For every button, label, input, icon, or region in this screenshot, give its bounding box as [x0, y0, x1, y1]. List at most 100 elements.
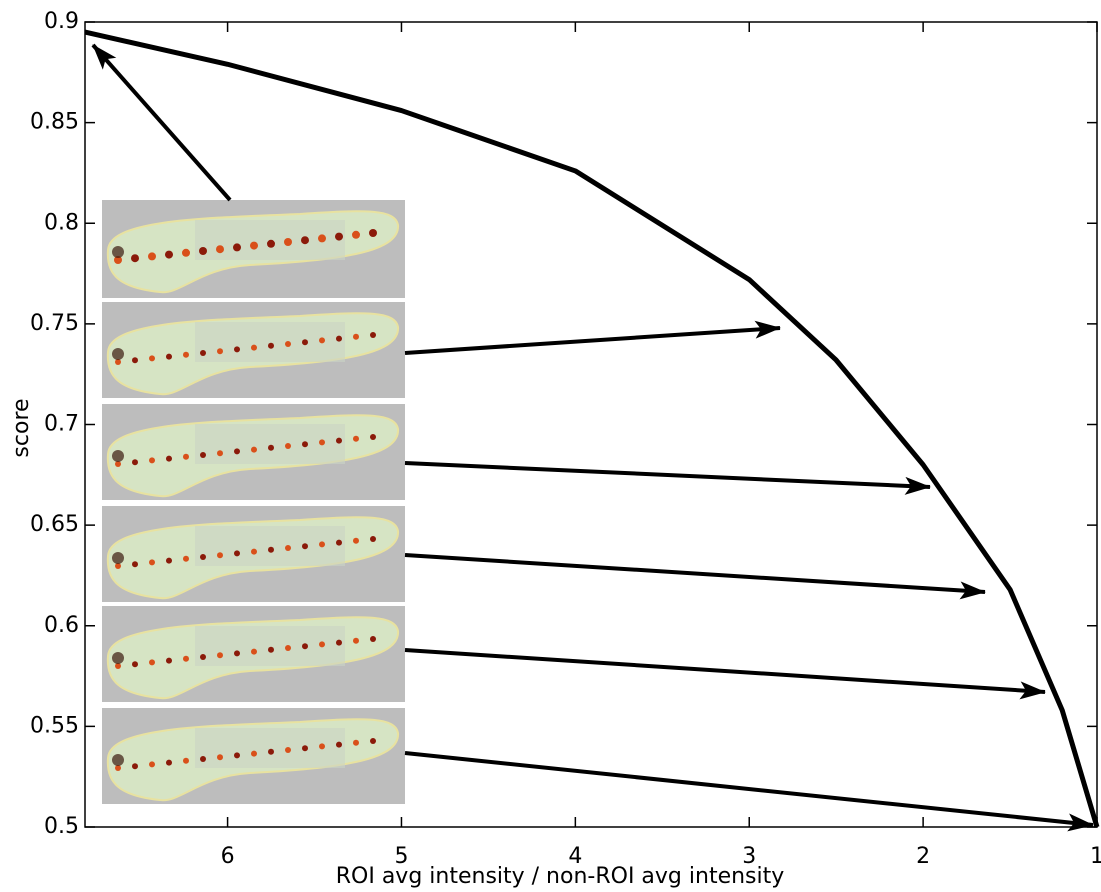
- embryo-stripe: [319, 439, 325, 446]
- embryo-stripe: [149, 559, 155, 566]
- y-tick-label: 0.6: [44, 613, 79, 638]
- embryo-stripe: [336, 741, 342, 748]
- embryo-stripe: [285, 341, 291, 347]
- embryo-stripe: [370, 332, 376, 338]
- embryo-stripe: [302, 441, 308, 448]
- embryo-stripe: [132, 561, 138, 568]
- embryo-stripe: [166, 657, 172, 664]
- embryo-stripe: [166, 759, 172, 766]
- embryo-stripe: [217, 348, 223, 355]
- embryo-stripe: [200, 654, 206, 660]
- embryo-head: [112, 348, 124, 360]
- embryo-stripe: [251, 446, 257, 453]
- embryo-stripe: [267, 239, 275, 248]
- embryo-stripe: [166, 557, 172, 564]
- y-tick-label: 0.5: [44, 814, 79, 839]
- embryo-stripe: [234, 650, 240, 657]
- embryo-head: [112, 652, 124, 664]
- y-tick-label: 0.65: [30, 512, 79, 537]
- embryo-stripe: [200, 554, 206, 560]
- embryo-stripe: [284, 238, 292, 246]
- embryo-stripe: [165, 250, 173, 259]
- x-axis-label: ROI avg intensity / non-ROI avg intensit…: [336, 864, 785, 889]
- embryo-stripe: [302, 643, 308, 650]
- embryo-head: [112, 246, 124, 258]
- embryo-stripe: [217, 552, 223, 559]
- embryo-stripe: [268, 342, 274, 349]
- x-tick-label: 4: [568, 844, 582, 869]
- embryo-stripe: [336, 437, 342, 444]
- embryo-stripe: [285, 443, 291, 449]
- embryo-stripe: [370, 636, 376, 642]
- embryo-stripe: [370, 434, 376, 440]
- embryo-stripe: [301, 236, 309, 245]
- embryo-stripe: [233, 243, 241, 252]
- embryo-stripe: [336, 639, 342, 646]
- y-tick-label: 0.75: [30, 311, 79, 336]
- embryo-stripe: [251, 548, 257, 555]
- embryo-stripe: [183, 655, 189, 662]
- embryo-stripe: [369, 229, 377, 237]
- embryo-stripe: [234, 752, 240, 759]
- embryo-stripe: [217, 450, 223, 457]
- x-tick-label: 5: [394, 844, 408, 869]
- embryo-stripe: [234, 448, 240, 455]
- embryo-stripe: [200, 452, 206, 458]
- embryo-stripe: [353, 739, 359, 746]
- embryo-stripe: [166, 353, 172, 360]
- arrow: [91, 43, 232, 202]
- embryo-stripe: [200, 350, 206, 356]
- embryo-stripe: [319, 743, 325, 750]
- x-tick-label: 2: [916, 844, 930, 869]
- embryo-stripe: [217, 652, 223, 659]
- embryo-stripe: [353, 637, 359, 644]
- embryo-stripe: [302, 339, 308, 346]
- embryo-stripe: [149, 355, 155, 362]
- embryo-head: [112, 450, 124, 462]
- embryo-stripe: [353, 333, 359, 340]
- y-tick-label: 0.55: [30, 713, 79, 738]
- embryo-stripe: [268, 646, 274, 653]
- embryo-stripe: [352, 230, 360, 239]
- embryo-stripe: [250, 241, 258, 250]
- embryo-stripe: [200, 756, 206, 762]
- embryo-head: [112, 754, 124, 766]
- embryo-stripe: [234, 550, 240, 557]
- embryo-stripe: [251, 344, 257, 351]
- embryo-stripe: [319, 541, 325, 548]
- embryo-stripe: [251, 750, 257, 757]
- embryo-stripe: [115, 765, 121, 771]
- embryo-stripe: [234, 346, 240, 353]
- arrow: [404, 461, 931, 495]
- embryo-stripe: [370, 738, 376, 744]
- y-tick-label: 0.7: [44, 412, 79, 437]
- embryo-stripe: [251, 648, 257, 655]
- y-axis-label: score: [9, 398, 34, 457]
- embryo-stripe: [131, 254, 139, 263]
- x-tick-label: 1: [1090, 844, 1101, 869]
- embryo-stripe: [115, 663, 121, 669]
- y-tick-label: 0.85: [30, 110, 79, 135]
- embryo-stripe: [217, 754, 223, 761]
- arrows: [91, 43, 1094, 832]
- embryo-stripe: [319, 641, 325, 648]
- embryo-stripe: [183, 757, 189, 764]
- embryo-head: [112, 552, 124, 564]
- embryo-stripe: [149, 457, 155, 464]
- embryo-stripe: [115, 359, 121, 365]
- embryo-stripe: [183, 351, 189, 358]
- embryo-stripe: [302, 543, 308, 550]
- embryo-stripe: [268, 748, 274, 755]
- arrow: [404, 320, 781, 355]
- embryo-stripe: [149, 761, 155, 768]
- embryo-stripe: [183, 453, 189, 460]
- embryo-stripe: [370, 536, 376, 542]
- embryo-stripe: [268, 546, 274, 553]
- embryo-stripe: [318, 234, 326, 243]
- embryo-stripe: [336, 539, 342, 546]
- embryo-stripe: [199, 247, 207, 255]
- x-tick-label: 3: [742, 844, 756, 869]
- embryo-stripe: [132, 459, 138, 466]
- embryo-stripe: [285, 645, 291, 651]
